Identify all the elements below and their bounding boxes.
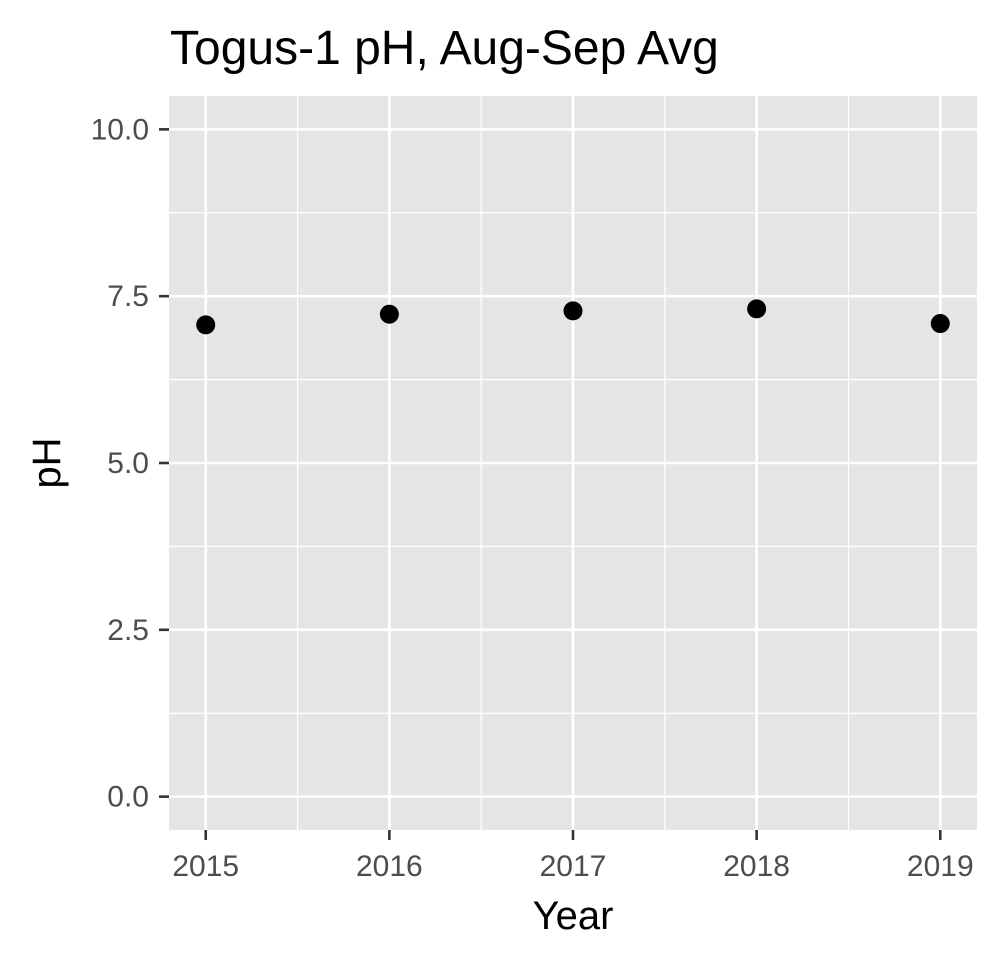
data-points xyxy=(196,299,950,335)
x-tick-label: 2016 xyxy=(356,850,423,883)
data-point xyxy=(930,314,950,334)
chart-title: Togus-1 pH, Aug-Sep Avg xyxy=(170,22,719,75)
y-axis-title: pH xyxy=(25,437,69,488)
x-tick-label: 2019 xyxy=(907,850,974,883)
data-point xyxy=(563,301,583,321)
data-point xyxy=(379,304,399,324)
x-tick-label: 2015 xyxy=(172,850,239,883)
y-axis: 0.0 2.5 5.0 7.5 10.0 xyxy=(91,113,169,814)
y-tick-label: 10.0 xyxy=(91,113,149,146)
gridlines xyxy=(169,96,977,830)
x-axis: 2015 2016 2017 2018 2019 xyxy=(172,830,974,883)
x-tick-label: 2018 xyxy=(723,850,790,883)
y-tick-label: 0.0 xyxy=(107,781,149,814)
data-point xyxy=(196,315,216,335)
x-tick-label: 2017 xyxy=(540,850,607,883)
data-point xyxy=(747,299,767,319)
y-tick-label: 2.5 xyxy=(107,614,149,647)
y-tick-label: 5.0 xyxy=(107,447,149,480)
x-axis-title: Year xyxy=(533,894,614,938)
y-tick-label: 7.5 xyxy=(107,280,149,313)
